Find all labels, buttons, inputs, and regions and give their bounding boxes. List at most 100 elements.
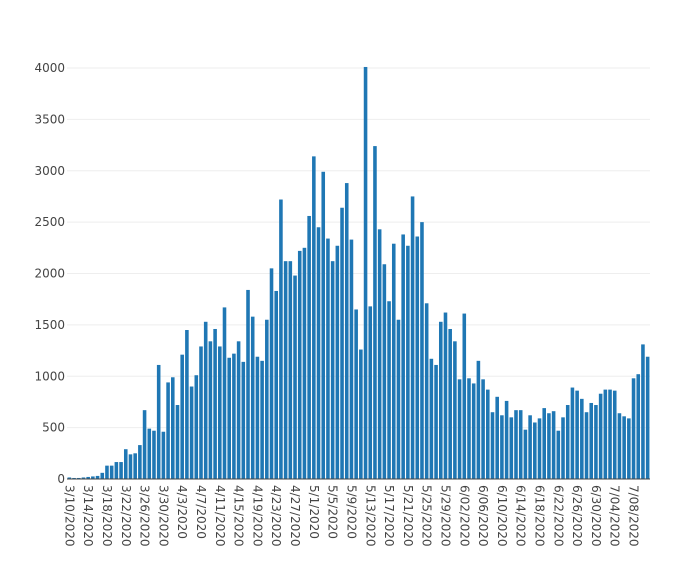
- bar: [86, 476, 90, 479]
- bar: [189, 386, 194, 479]
- y-tick-label: 2000: [34, 267, 65, 281]
- bar: [142, 410, 147, 479]
- bar: [297, 250, 302, 479]
- bar: [434, 364, 438, 479]
- bar: [457, 379, 462, 479]
- bar: [514, 410, 518, 479]
- x-tick-label: 4/23/2020: [269, 485, 283, 547]
- bar: [236, 341, 241, 479]
- x-tick-label: 3/10/2020: [62, 485, 76, 547]
- bar: [114, 462, 119, 479]
- bar: [95, 475, 100, 479]
- bar: [147, 428, 152, 479]
- bar: [584, 412, 589, 479]
- bar: [542, 408, 547, 479]
- bar: [547, 413, 551, 479]
- bar: [316, 227, 321, 479]
- bar: [594, 405, 598, 479]
- x-tick-label: 7/04/2020: [608, 485, 622, 547]
- bar: [556, 430, 561, 479]
- x-tick-label: 3/30/2020: [156, 485, 170, 547]
- bar: [495, 396, 499, 479]
- bar: [326, 238, 330, 479]
- x-tick-label: 3/14/2020: [81, 485, 95, 547]
- y-tick-label: 3500: [34, 112, 65, 126]
- bar: [133, 453, 137, 479]
- bar: [570, 387, 575, 479]
- x-tick-label: 4/11/2020: [213, 485, 227, 547]
- bar: [406, 245, 410, 479]
- x-tick-label: 3/22/2020: [119, 485, 133, 547]
- bar: [340, 207, 344, 480]
- bar: [373, 146, 377, 479]
- bar: [481, 379, 485, 479]
- bar: [453, 341, 457, 479]
- bar: [523, 429, 528, 479]
- y-tick-label: 3000: [34, 164, 65, 178]
- bar: [72, 477, 76, 479]
- bar: [105, 465, 109, 479]
- bar: [612, 390, 617, 479]
- bar: [293, 275, 297, 479]
- bar: [528, 415, 532, 479]
- y-tick-label: 1000: [34, 369, 65, 383]
- bar: [185, 330, 189, 479]
- bar: [91, 476, 95, 479]
- x-tick-label: 6/30/2020: [589, 485, 603, 547]
- bar: [603, 389, 608, 479]
- bar: [109, 465, 114, 479]
- bar: [208, 341, 213, 479]
- x-tick-label: 6/02/2020: [457, 485, 471, 547]
- bar: [81, 477, 86, 479]
- bar: [617, 413, 622, 479]
- bar: [410, 196, 415, 479]
- bar: [490, 412, 495, 479]
- bar: [307, 215, 311, 479]
- bar: [429, 358, 434, 479]
- bar: [641, 344, 645, 479]
- bar: [401, 234, 405, 479]
- bar: [382, 264, 387, 479]
- bar: [218, 346, 222, 479]
- bar: [354, 309, 358, 479]
- bar: [128, 454, 133, 479]
- bar: [227, 357, 231, 479]
- bar: [396, 319, 401, 479]
- bar: [575, 390, 579, 479]
- y-tick-label: 500: [42, 421, 65, 435]
- bar: [387, 301, 391, 479]
- x-tick-label: 5/17/2020: [382, 485, 396, 547]
- bar: [241, 361, 246, 479]
- bar: [608, 389, 612, 479]
- bar: [471, 383, 476, 479]
- x-tick-label: 4/7/2020: [194, 485, 208, 539]
- bar: [269, 268, 274, 479]
- bar: [391, 243, 396, 479]
- bar: [349, 239, 354, 479]
- x-tick-label: 5/25/2020: [420, 485, 434, 547]
- x-tick-label: 5/13/2020: [363, 485, 377, 547]
- bar: [156, 364, 161, 479]
- bar: [344, 183, 349, 479]
- x-tick-label: 5/21/2020: [401, 485, 415, 547]
- bar: [312, 156, 316, 480]
- bar: [250, 316, 255, 479]
- bar: [363, 66, 368, 479]
- bar: [119, 462, 123, 479]
- bar: [645, 356, 650, 479]
- x-tick-label: 6/22/2020: [551, 485, 565, 547]
- bar: [504, 400, 509, 479]
- bar: [627, 418, 631, 479]
- bar: [274, 290, 279, 479]
- bar: [377, 229, 382, 479]
- bar: [67, 477, 72, 479]
- bar: [255, 356, 260, 479]
- y-tick-label: 2500: [34, 215, 65, 229]
- bar: [443, 312, 448, 479]
- bar: [302, 247, 307, 479]
- bar: [420, 222, 424, 479]
- x-tick-label: 7/08/2020: [627, 485, 641, 547]
- bar: [279, 199, 283, 479]
- bar: [551, 411, 556, 479]
